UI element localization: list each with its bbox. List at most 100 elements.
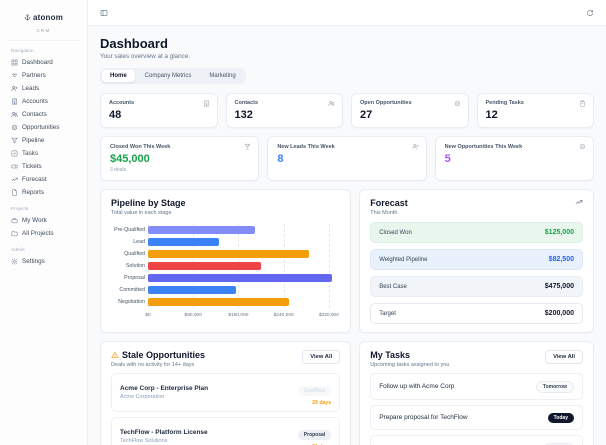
- highlight-card-new-leads-this-week: New Leads This Week 8: [267, 136, 427, 181]
- chart-bar: [148, 261, 262, 271]
- tasks-subtitle: Upcoming tasks assigned to you: [370, 362, 450, 368]
- sidebar-item-reports[interactable]: Reports: [7, 186, 80, 199]
- forecast-row-label: Weighted Pipeline: [379, 256, 428, 263]
- tab-marketing[interactable]: Marketing: [209, 73, 236, 79]
- task-due-badge: Today: [547, 412, 574, 423]
- sidebar-item-label: Accounts: [22, 98, 48, 105]
- sidebar-item-leads[interactable]: Leads: [7, 82, 80, 95]
- trophy-icon: [244, 143, 251, 150]
- chart-category-label: Lead: [133, 239, 145, 245]
- stale-list: Acme Corp - Enterprise Plan Acme Corporat…: [111, 373, 341, 445]
- forecast-row-value: $82,500: [548, 256, 574, 263]
- tab-company-metrics[interactable]: Company Metrics: [144, 73, 192, 79]
- forecast-icon: [11, 176, 18, 183]
- refresh-icon[interactable]: [586, 9, 594, 17]
- task-item-follow-up-with-acme-corp[interactable]: Follow up with Acme Corp Tomorrow: [370, 373, 583, 400]
- forecast-row-value: $475,000: [544, 283, 574, 290]
- sidebar-item-all-projects[interactable]: All Projects: [7, 227, 80, 240]
- stale-subtitle: Deals with no activity for 14+ days: [111, 362, 195, 368]
- chart-category-label: Committed: [119, 287, 145, 293]
- stat-card-contacts: Contacts 132: [225, 93, 343, 128]
- stale-item-info: TechFlow - Platform License TechFlow Solu…: [120, 429, 208, 444]
- sidebar-item-label: All Projects: [22, 230, 54, 237]
- my-work-icon: [11, 217, 18, 224]
- chart-bar: [148, 237, 219, 247]
- chart-category-label: Proposal: [124, 275, 145, 281]
- chart-tick-label: $160,000: [228, 313, 249, 318]
- logo-text: atonom: [32, 12, 64, 22]
- chart-category-label: Qualified: [124, 251, 145, 257]
- reports-icon: [11, 189, 18, 196]
- chart-bar-row-qualified: [148, 248, 340, 260]
- task-item-schedule-demo-with-horizon-labs[interactable]: Schedule demo with Horizon LabsFeb 25: [370, 435, 583, 445]
- logo-icon: [24, 8, 31, 26]
- sidebar-item-dashboard[interactable]: Dashboard: [7, 56, 80, 69]
- stat-value: 12: [485, 109, 498, 121]
- stat-label: Contacts: [234, 100, 259, 106]
- sidebar-item-contacts[interactable]: Contacts: [7, 108, 80, 121]
- sidebar-item-label: Pipeline: [22, 137, 45, 144]
- page-subtitle: Your sales overview at a glance.: [100, 53, 191, 60]
- stat-label: Accounts: [109, 100, 135, 106]
- forecast-row-weighted-pipeline: Weighted Pipeline $82,500: [370, 249, 583, 270]
- sidebar: atonom CRM Navigation Dashboard Partners Le…: [0, 0, 88, 445]
- sidebar-item-label: Contacts: [22, 111, 47, 118]
- tab-home[interactable]: Home: [102, 70, 135, 82]
- stale-item-meta: Qualified 29 days: [297, 379, 332, 406]
- stat-label: Open Opportunities: [360, 100, 412, 106]
- stale-opportunities-panel: Stale Opportunities Deals with no activi…: [100, 341, 352, 445]
- sidebar-item-label: Opportunities: [22, 124, 60, 131]
- stale-item-acme-corp-enterprise-plan[interactable]: Acme Corp - Enterprise Plan Acme Corporat…: [111, 373, 341, 412]
- sidebar-item-tasks[interactable]: Tasks: [7, 147, 80, 160]
- sidebar-item-my-work[interactable]: My Work: [7, 214, 80, 227]
- tasks-view-all-button[interactable]: View All: [545, 350, 583, 364]
- leads-icon: [11, 85, 18, 92]
- sidebar-toggle-icon[interactable]: [100, 9, 108, 17]
- forecast-row-value: $125,000: [544, 229, 574, 236]
- sidebar-item-forecast[interactable]: Forecast: [7, 173, 80, 186]
- stale-item-techflow-platform-license[interactable]: TechFlow - Platform License TechFlow Solu…: [111, 417, 341, 445]
- sidebar-item-partners[interactable]: Partners: [7, 69, 80, 82]
- chart-category-label: Pre-Qualified: [114, 227, 145, 233]
- dashboard-content: Dashboard Your sales overview at a glanc…: [88, 26, 606, 445]
- my-tasks-panel: My Tasks Upcoming tasks assigned to you …: [359, 341, 594, 445]
- chart-bar: [148, 249, 310, 259]
- chart-bar-row-negotiation: [148, 296, 340, 308]
- chart-bar-row-lead: [148, 236, 340, 248]
- highlight-subtext: 3 deals: [110, 167, 127, 173]
- chart-bar-row-committed: [148, 284, 340, 296]
- stat-card-open-opportunities: Open Opportunities 27: [351, 93, 469, 128]
- forecast-row-label: Closed Won: [379, 229, 412, 236]
- stale-view-all-button[interactable]: View All: [302, 350, 341, 364]
- task-item-prepare-proposal-for-techflow[interactable]: Prepare proposal for TechFlow Today: [370, 405, 583, 430]
- tickets-icon: [11, 163, 18, 170]
- users-icon: [328, 100, 335, 107]
- sidebar-item-label: Dashboard: [22, 59, 53, 66]
- sidebar-item-label: Forecast: [22, 176, 47, 183]
- logo: atonom CRM: [7, 8, 80, 41]
- forecast-row-closed-won: Closed Won $125,000: [370, 222, 583, 243]
- highlight-label: Closed Won This Week: [110, 144, 171, 150]
- clipboard-icon: [579, 100, 586, 107]
- settings-icon: [11, 258, 18, 265]
- sidebar-item-opportunities[interactable]: Opportunities: [7, 121, 80, 134]
- sidebar-item-accounts[interactable]: Accounts: [7, 95, 80, 108]
- sidebar-item-settings[interactable]: Settings: [7, 255, 80, 268]
- sidebar-item-label: Settings: [22, 258, 45, 265]
- user-plus-icon: [412, 143, 419, 150]
- accounts-icon: [11, 98, 18, 105]
- pipeline-subtitle: Total value in each stage: [111, 210, 172, 216]
- highlight-label: New Leads This Week: [277, 144, 335, 150]
- task-due-badge: Tomorrow: [535, 380, 574, 393]
- sidebar-nav: Navigation Dashboard Partners Leads Accounts…: [7, 49, 80, 268]
- page-title: Dashboard: [100, 36, 168, 51]
- chart-gridline: [328, 224, 330, 308]
- tab-bar: Home Company Metrics Marketing: [100, 68, 246, 84]
- stale-item-company: Acme Corporation: [120, 394, 165, 400]
- sidebar-item-tickets[interactable]: Tickets: [7, 160, 80, 173]
- sidebar-item-pipeline[interactable]: Pipeline: [7, 134, 80, 147]
- chart-bar: [148, 273, 332, 283]
- stat-value: 132: [234, 109, 253, 121]
- task-list: Follow up with Acme Corp Tomorrow Prepare …: [370, 373, 583, 445]
